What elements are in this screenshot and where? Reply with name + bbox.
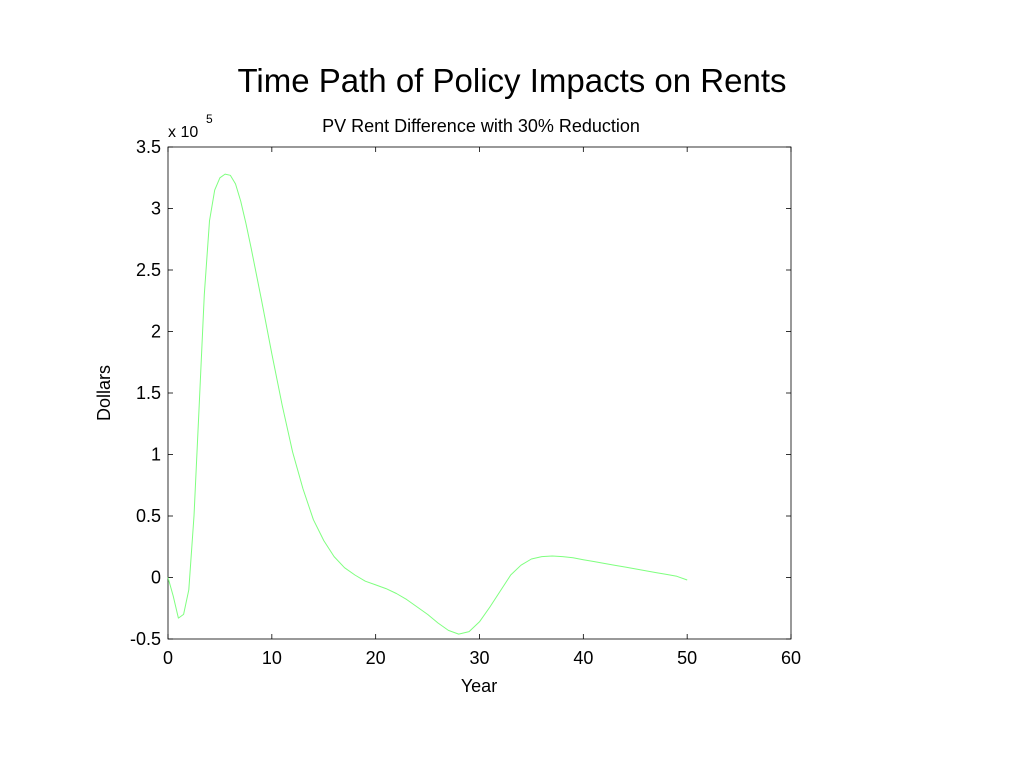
plot-area [167,146,792,640]
y-tick-label: 3 [151,199,161,219]
series-group [167,173,688,635]
y-tick-label: 0 [151,568,161,588]
x-tick-label: 40 [573,648,593,668]
y-tick-label: -0.5 [130,629,161,649]
page-title: Time Path of Policy Impacts on Rents [237,62,787,99]
y-tick-label: 0.5 [136,506,161,526]
y-tick-label: 1 [151,445,161,465]
y-tick-label: 1.5 [136,383,161,403]
x-tick-label: 30 [469,648,489,668]
x-axis-ticks: 0 10 20 30 40 50 60 [163,147,801,668]
series-line [167,173,688,635]
x-tick-label: 60 [781,648,801,668]
x-tick-label: 0 [163,648,173,668]
x-tick-label: 10 [262,648,282,668]
y-axis-label: Dollars [94,365,114,421]
y-axis-multiplier: x 10 [168,124,198,141]
x-axis-label: Year [461,676,497,696]
y-axis-ticks: -0.5 0 0.5 1 1.5 2 2.5 3 3.5 [130,137,791,649]
x-tick-label: 50 [677,648,697,668]
y-axis-multiplier-exponent: 5 [206,112,213,126]
x-tick-label: 20 [366,648,386,668]
y-tick-label: 2 [151,322,161,342]
y-tick-label: 2.5 [136,260,161,280]
y-tick-label: 3.5 [136,137,161,157]
chart-subtitle: PV Rent Difference with 30% Reduction [322,116,640,136]
